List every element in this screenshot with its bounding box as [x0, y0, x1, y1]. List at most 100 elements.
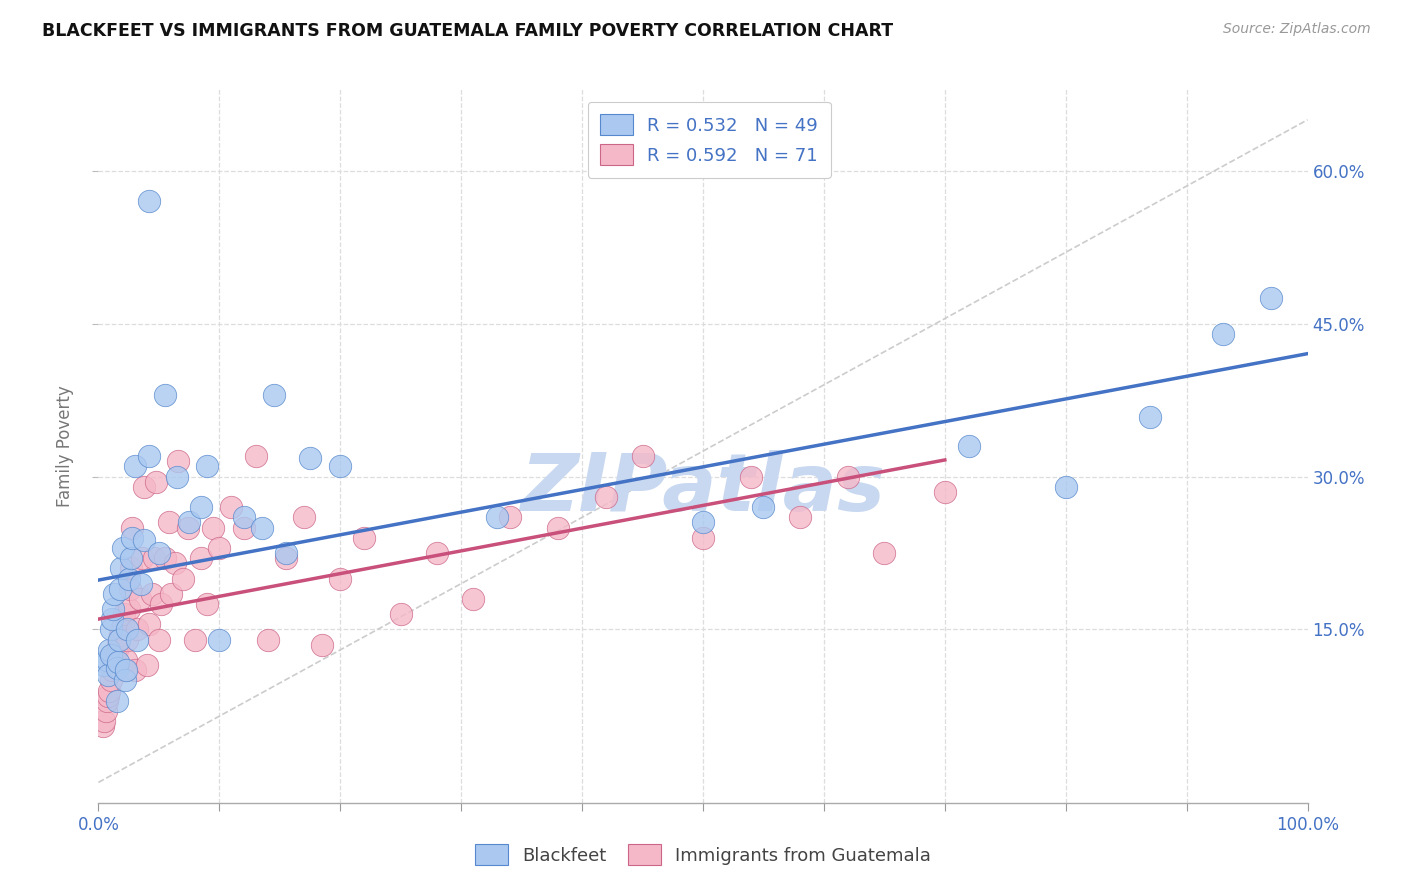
Point [115, 653, 138, 667]
Point [111, 541, 134, 555]
Point [108, 582, 131, 596]
Point [153, 551, 176, 566]
Point [221, 500, 243, 515]
Point [311, 638, 333, 652]
Point [98, 643, 121, 657]
Point [121, 520, 143, 534]
Point [752, 500, 775, 515]
Point [127, 623, 149, 637]
Point [117, 623, 139, 637]
Y-axis label: Family Poverty: Family Poverty [56, 385, 75, 507]
Point [104, 648, 127, 662]
Point [143, 551, 166, 566]
Point [190, 500, 212, 515]
Point [837, 469, 859, 483]
Point [101, 602, 124, 616]
Point [134, 533, 156, 547]
Point [138, 617, 160, 632]
Point [329, 572, 352, 586]
Point [232, 510, 254, 524]
Point [250, 520, 273, 534]
Point [163, 556, 186, 570]
Point [153, 388, 176, 402]
Point [108, 632, 131, 647]
Point [245, 449, 267, 463]
Point [957, 439, 980, 453]
Point [93, 714, 115, 729]
Point [389, 607, 412, 622]
Point [486, 510, 509, 524]
Point [934, 484, 956, 499]
Point [124, 663, 146, 677]
Point [120, 561, 142, 575]
Text: Source: ZipAtlas.com: Source: ZipAtlas.com [1223, 22, 1371, 37]
Point [232, 520, 254, 534]
Point [1139, 410, 1161, 425]
Point [274, 546, 297, 560]
Point [329, 459, 352, 474]
Point [107, 655, 129, 669]
Point [1212, 326, 1234, 341]
Point [547, 520, 569, 534]
Point [100, 648, 122, 662]
Point [105, 643, 128, 657]
Text: BLACKFEET VS IMMIGRANTS FROM GUATEMALA FAMILY POVERTY CORRELATION CHART: BLACKFEET VS IMMIGRANTS FROM GUATEMALA F… [42, 22, 893, 40]
Point [101, 658, 124, 673]
Point [111, 617, 134, 632]
Point [595, 490, 617, 504]
Point [108, 632, 131, 647]
Point [179, 516, 201, 530]
Point [100, 612, 122, 626]
Point [148, 632, 170, 647]
Point [103, 587, 125, 601]
Point [100, 623, 122, 637]
Point [131, 551, 153, 566]
Point [134, 480, 156, 494]
Point [107, 638, 129, 652]
Point [96, 694, 118, 708]
Point [208, 632, 231, 647]
Point [96, 653, 118, 667]
Point [498, 510, 520, 524]
Point [98, 683, 121, 698]
Point [873, 546, 896, 560]
Point [157, 516, 180, 530]
Point [141, 587, 163, 601]
Point [692, 531, 714, 545]
Point [138, 194, 160, 209]
Point [108, 627, 131, 641]
Point [292, 510, 315, 524]
Point [190, 551, 212, 566]
Point [129, 576, 152, 591]
Point [100, 663, 122, 677]
Point [202, 520, 225, 534]
Point [256, 632, 278, 647]
Point [463, 591, 485, 606]
Point [166, 469, 188, 483]
Point [91, 719, 114, 733]
Legend: Blackfeet, Immigrants from Guatemala: Blackfeet, Immigrants from Guatemala [468, 837, 938, 872]
Point [97, 689, 120, 703]
Point [114, 673, 136, 688]
Point [299, 451, 322, 466]
Point [145, 475, 167, 489]
Point [150, 597, 173, 611]
Point [94, 704, 117, 718]
Point [118, 572, 141, 586]
Point [93, 658, 115, 673]
Point [789, 510, 811, 524]
Point [117, 632, 139, 647]
Point [105, 694, 128, 708]
Point [631, 449, 654, 463]
Text: ZIPatlas: ZIPatlas [520, 450, 886, 528]
Point [127, 632, 149, 647]
Point [100, 673, 122, 688]
Point [118, 582, 141, 596]
Point [274, 551, 297, 566]
Point [1260, 291, 1282, 305]
Legend: R = 0.532   N = 49, R = 0.592   N = 71: R = 0.532 N = 49, R = 0.592 N = 71 [588, 102, 831, 178]
Point [160, 587, 183, 601]
Point [121, 531, 143, 545]
Point [118, 602, 141, 616]
Point [110, 623, 132, 637]
